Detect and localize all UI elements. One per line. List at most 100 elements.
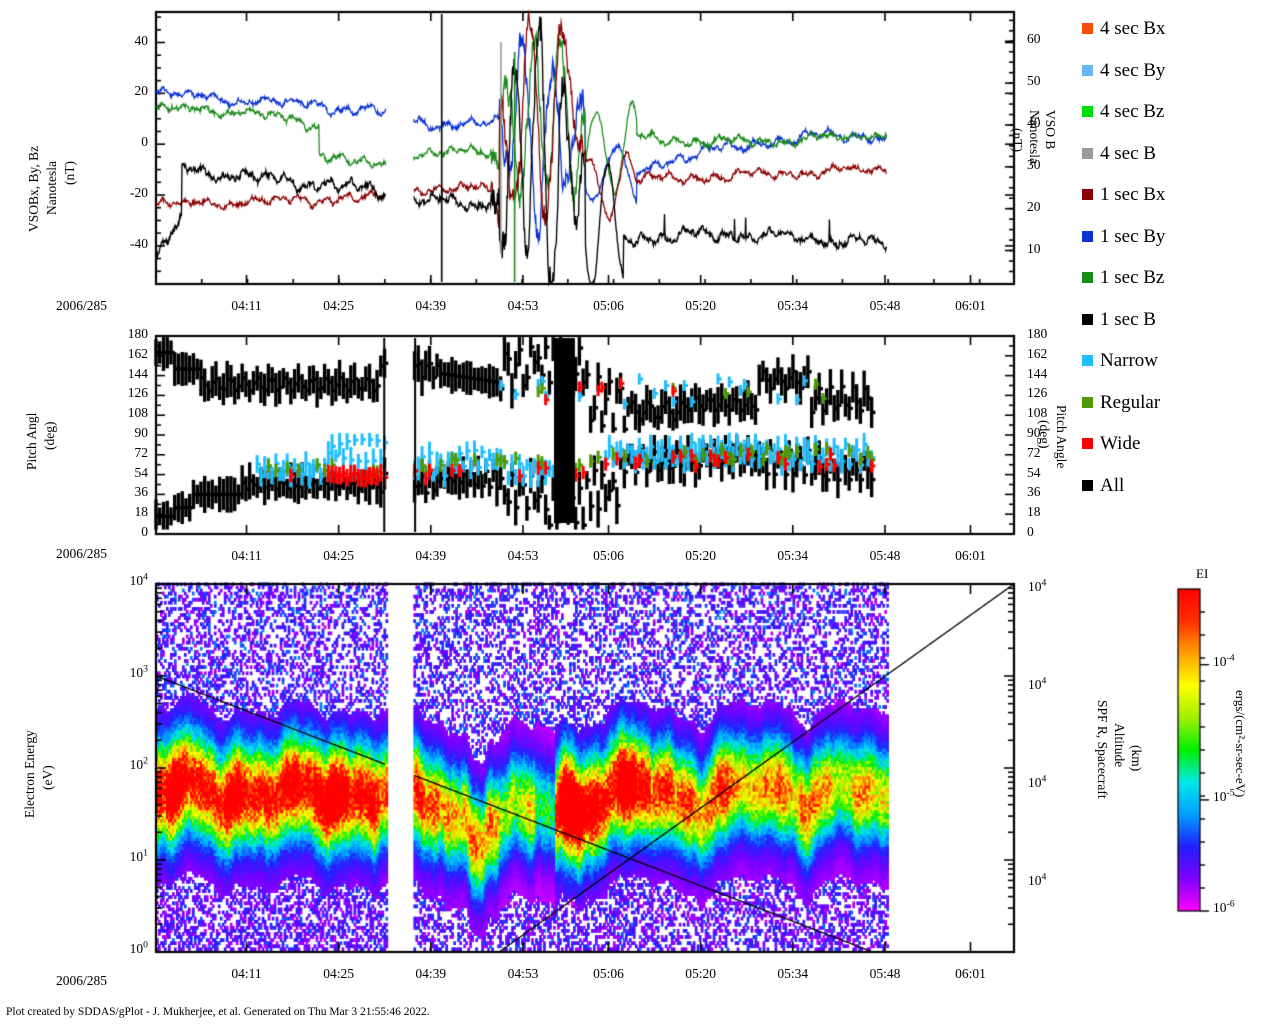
legend-swatch-icon — [1082, 272, 1093, 284]
colorbar-title: EI — [1196, 566, 1209, 581]
axis-tick-label: 04:25 — [323, 966, 355, 981]
axis-tick-label: 100 — [129, 939, 148, 956]
axis-tick-label: 18 — [1027, 504, 1041, 520]
axis-tick-label: 06:01 — [955, 548, 986, 563]
legend: 4 sec Bx 4 sec By 4 sec Bz 4 sec B 1 sec Bx 1… — [1082, 8, 1272, 506]
axis-tick-label: 144 — [127, 365, 148, 381]
legend-item-1-sec-bz: 1 sec Bz — [1082, 257, 1272, 299]
legend-item-1-sec-b: 1 sec B — [1082, 299, 1272, 341]
pitch-left-title-line1: Pitch Angl — [24, 412, 39, 470]
axis-tick-label: 0 — [141, 134, 148, 150]
legend-label: 1 sec Bz — [1100, 267, 1165, 289]
pitch-left-title-line2: (deg) — [42, 421, 57, 450]
axis-tick-label: 04:11 — [231, 966, 262, 981]
axis-tick-label: 04:53 — [507, 966, 539, 981]
legend-label: 4 sec Bz — [1100, 101, 1165, 123]
legend-label: 1 sec Bx — [1100, 184, 1166, 206]
axis-tick-label: 04:53 — [507, 548, 539, 563]
axis-tick-label: 30 — [1027, 156, 1041, 172]
axis-tick-label: 06:01 — [955, 966, 986, 981]
axis-tick-label: 60 — [1027, 31, 1041, 47]
spectrogram-left-title-line1: Electron Energy — [22, 730, 37, 818]
axis-tick-label: 04:39 — [415, 548, 447, 563]
axis-tick-label: 04:39 — [415, 298, 447, 313]
axis-tick-label: 04:25 — [323, 548, 355, 563]
legend-swatch-icon — [1082, 106, 1093, 118]
axis-tick-label: 104 — [1028, 577, 1047, 594]
axis-tick-label: 05:20 — [685, 548, 717, 563]
axis-tick-label: 05:34 — [777, 298, 809, 313]
spectrogram-right-title-line3: (km) — [1129, 745, 1144, 772]
legend-item-1-sec-bx: 1 sec Bx — [1082, 174, 1272, 216]
legend-swatch-icon — [1082, 479, 1093, 491]
axis-tick-label: 180 — [1027, 326, 1048, 341]
axis-tick-label: 05:20 — [685, 966, 717, 981]
axis-tick-label: 126 — [1027, 385, 1048, 401]
axis-tick-label: 102 — [129, 755, 148, 772]
pitch-right-title-line1: Pitch Angle — [1054, 405, 1069, 469]
magnetic-left-title-line2: Nanotesla — [44, 161, 59, 215]
legend-swatch-icon — [1082, 355, 1093, 367]
legend-label: Wide — [1100, 433, 1141, 455]
spectrogram-right-title-line2: Altitude — [1112, 723, 1127, 768]
axis-tick-label: 103 — [129, 663, 148, 680]
legend-item-4-sec-b: 4 sec B — [1082, 133, 1272, 175]
axis-tick-label: 162 — [127, 345, 148, 361]
axis-tick-label: 108 — [1027, 405, 1048, 421]
axis-tick-label: 104 — [1028, 773, 1047, 790]
axis-tick-label: 0 — [141, 524, 148, 539]
axis-tick-label: 05:48 — [869, 298, 901, 313]
legend-label: All — [1100, 474, 1125, 496]
axis-tick-label: 36 — [134, 484, 149, 500]
axis-tick-label: 05:06 — [593, 298, 624, 313]
colorbar-units: ergs/(cm²-sr-sec-eV) — [1233, 690, 1248, 798]
axis-tick-label: 104 — [129, 571, 148, 588]
magnetic-right-title-line3: (nT) — [1010, 128, 1025, 152]
legend-item-all: All — [1082, 465, 1272, 507]
legend-item-1-sec-by: 1 sec By — [1082, 216, 1272, 258]
legend-item-4-sec-bz: 4 sec Bz — [1082, 91, 1272, 133]
axis-tick-label: 72 — [134, 444, 149, 460]
legend-swatch-icon — [1082, 147, 1093, 159]
axis-tick-label: 104 — [1028, 871, 1047, 888]
axis-tick-label: 10-5 — [1213, 787, 1235, 804]
axis-tick-label: 18 — [134, 504, 149, 520]
magnetic-left-title-line1: VSOBx, By, Bz — [26, 145, 41, 232]
legend-label: 4 sec B — [1100, 142, 1156, 164]
axis-tick-label: 10-4 — [1213, 652, 1235, 669]
date-label-panel1: 2006/285 — [56, 298, 108, 313]
axis-tick-label: 04:11 — [231, 298, 262, 313]
legend-label: 1 sec B — [1100, 308, 1156, 330]
legend-item-regular: Regular — [1082, 382, 1272, 424]
magnetic-left-title-line3: (nT) — [62, 161, 77, 185]
axis-tick-label: 90 — [134, 425, 149, 440]
spectrogram-right-title-line1: SPF R, Spacecraft — [1095, 700, 1110, 799]
legend-label: Regular — [1100, 391, 1161, 413]
axis-tick-label: 05:48 — [869, 548, 901, 563]
axis-tick-label: 104 — [1028, 675, 1047, 692]
legend-label: 4 sec By — [1100, 59, 1166, 81]
legend-swatch-icon — [1082, 230, 1093, 242]
axis-tick-label: 05:34 — [777, 966, 809, 981]
axis-tick-label: -20 — [130, 185, 148, 201]
legend-item-wide: Wide — [1082, 423, 1272, 465]
legend-swatch-icon — [1082, 189, 1093, 201]
axis-tick-label: 36 — [1027, 484, 1041, 500]
axis-tick-label: 126 — [127, 385, 148, 401]
axis-tick-label: 04:11 — [231, 548, 262, 563]
legend-label: 4 sec Bx — [1100, 18, 1166, 40]
spectrogram-left-title-line2: (eV) — [40, 765, 55, 790]
axis-tick-label: 10 — [1027, 240, 1041, 256]
axis-tick-label: 10-6 — [1213, 898, 1235, 915]
legend-swatch-icon — [1082, 396, 1093, 408]
legend-item-4-sec-bx: 4 sec Bx — [1082, 8, 1272, 50]
date-label-panel2: 2006/285 — [56, 546, 108, 561]
axis-tick-label: 06:01 — [955, 298, 986, 313]
figure-footer: Plot created by SDDAS/gPlot - J. Mukherj… — [6, 1006, 430, 1018]
axis-tick-label: 20 — [134, 83, 149, 99]
axis-tick-label: 05:06 — [593, 548, 624, 563]
axis-tick-label: 144 — [1027, 365, 1048, 381]
axis-tick-label: 05:20 — [685, 298, 717, 313]
axis-tick-label: 108 — [127, 405, 148, 421]
axis-tick-label: 05:34 — [777, 548, 809, 563]
